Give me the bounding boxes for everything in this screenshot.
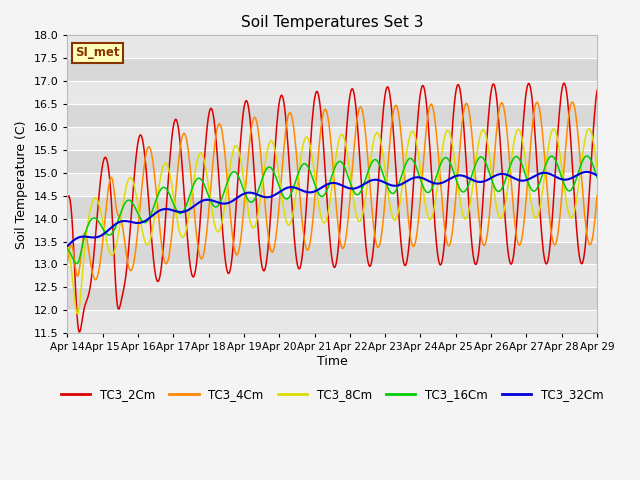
Bar — [67, 127, 597, 150]
Bar — [67, 288, 597, 310]
Bar — [67, 58, 597, 81]
Bar — [67, 241, 597, 264]
Bar — [67, 104, 597, 127]
Bar — [67, 36, 597, 58]
Bar — [67, 173, 597, 196]
Bar — [67, 196, 597, 219]
Y-axis label: Soil Temperature (C): Soil Temperature (C) — [15, 120, 28, 249]
Bar — [67, 219, 597, 241]
Title: Soil Temperatures Set 3: Soil Temperatures Set 3 — [241, 15, 424, 30]
Bar — [67, 81, 597, 104]
X-axis label: Time: Time — [317, 355, 348, 368]
Bar — [67, 264, 597, 288]
Legend: TC3_2Cm, TC3_4Cm, TC3_8Cm, TC3_16Cm, TC3_32Cm: TC3_2Cm, TC3_4Cm, TC3_8Cm, TC3_16Cm, TC3… — [56, 384, 608, 406]
Bar — [67, 150, 597, 173]
Text: SI_met: SI_met — [76, 46, 120, 59]
Bar — [67, 310, 597, 333]
